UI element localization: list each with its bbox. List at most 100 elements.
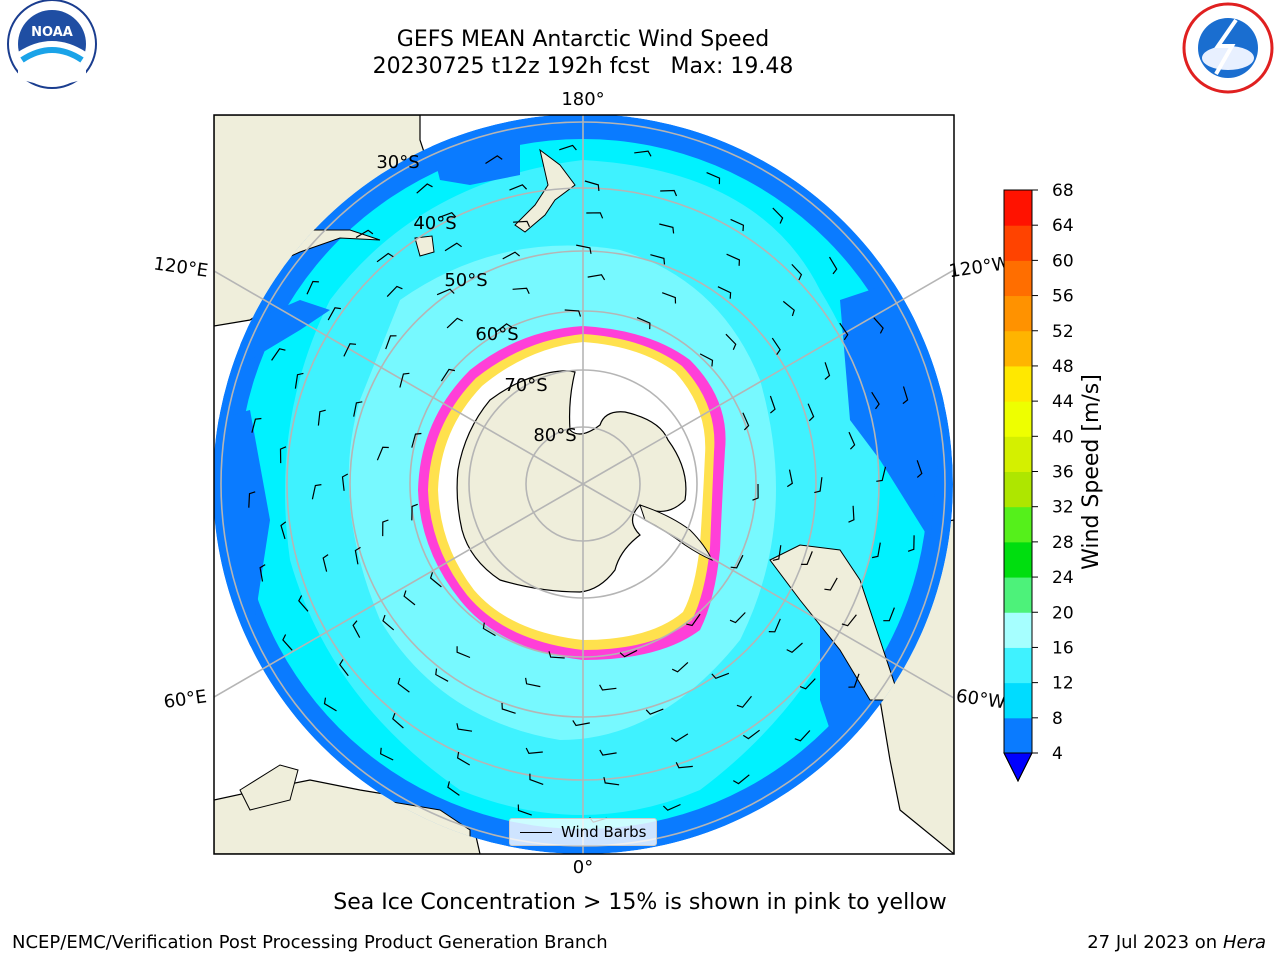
wind-barb xyxy=(529,773,544,785)
colorbar-segment xyxy=(1004,225,1032,261)
wind-barb xyxy=(699,353,714,367)
nws-logo xyxy=(1182,2,1274,94)
map-area xyxy=(214,115,954,854)
footer-credit: NCEP/EMC/Verification Post Processing Pr… xyxy=(12,932,608,953)
wind-barb xyxy=(509,184,528,191)
wind-barb xyxy=(742,412,750,431)
wind-barb xyxy=(873,317,884,334)
wind-barb xyxy=(416,183,433,194)
wind-barb xyxy=(828,256,838,275)
wind-barb xyxy=(769,395,776,414)
wind-barbs xyxy=(248,144,923,823)
wind-barb xyxy=(876,466,887,482)
wind-barb xyxy=(327,307,341,321)
colorbar-tick-label: 68 xyxy=(1052,181,1074,201)
wind-barb xyxy=(322,554,329,572)
wind-barb xyxy=(495,323,513,333)
wind-barb xyxy=(871,391,880,410)
noaa-logo: NOAA xyxy=(7,0,97,89)
wind-barb xyxy=(726,253,741,266)
wind-barb xyxy=(733,774,750,785)
wind-barb xyxy=(786,642,803,654)
wind-barb xyxy=(559,144,577,151)
colorbar-frame xyxy=(1003,189,1033,783)
wind-barb xyxy=(282,634,293,651)
chart-title: GEFS MEAN Antarctic Wind Speed xyxy=(396,27,770,52)
wind-barb xyxy=(482,622,496,637)
lat-label-30s: 30°S xyxy=(376,152,419,173)
wind-barb xyxy=(298,595,309,612)
wind-barb xyxy=(379,747,394,761)
colorbar-tick-label: 36 xyxy=(1052,463,1074,483)
wind-barb xyxy=(440,368,456,382)
wind-barb xyxy=(711,672,730,680)
wind-barb xyxy=(343,343,357,357)
wind-barb xyxy=(456,723,473,732)
colorbar-tick-label: 64 xyxy=(1052,216,1074,236)
caption: Sea Ice Concentration > 15% is shown in … xyxy=(333,890,947,915)
wind-barb xyxy=(883,607,895,622)
wind-barb xyxy=(742,729,760,740)
wind-barb xyxy=(772,545,782,561)
wind-barb xyxy=(444,242,462,252)
lon-label-0: 0° xyxy=(573,857,593,878)
wind-barb xyxy=(725,333,737,350)
map-legend: Wind Barbs xyxy=(509,818,657,846)
wind-barb xyxy=(548,651,565,659)
lat-label-80s: 80°S xyxy=(533,425,576,446)
colorbar-segment xyxy=(1004,612,1032,648)
wind-barb xyxy=(791,263,803,281)
graticule xyxy=(214,115,954,854)
wind-barb xyxy=(801,551,813,565)
wind-barb xyxy=(902,386,909,405)
wind-barb xyxy=(907,535,915,552)
wind-barb xyxy=(782,300,795,317)
wind-barb xyxy=(599,684,617,691)
wind-barb xyxy=(824,362,831,380)
wind-barb xyxy=(259,564,266,582)
wind-barb xyxy=(385,335,397,350)
wind-barb xyxy=(386,285,403,298)
wind-barb xyxy=(706,172,721,185)
antarctica-land xyxy=(456,370,687,593)
wind-barb xyxy=(306,280,319,295)
wind-barb xyxy=(799,678,816,690)
noaa-logo-text: NOAA xyxy=(31,25,73,40)
wind-barb xyxy=(397,677,410,693)
colorbar-tick-label: 28 xyxy=(1052,533,1074,553)
wind-barb xyxy=(584,180,600,191)
wind-barb xyxy=(354,546,361,565)
wind-barb xyxy=(587,274,606,281)
wind-barb xyxy=(730,554,744,569)
wind-barb xyxy=(717,286,732,299)
wind-barb xyxy=(661,292,677,304)
wind-barb xyxy=(772,207,784,224)
legend-line-icon xyxy=(520,832,552,833)
wind-barb xyxy=(456,751,471,766)
wind-barb xyxy=(251,417,262,433)
wind-barb xyxy=(662,803,681,811)
wind-barb xyxy=(645,708,664,715)
wind-barb xyxy=(447,781,460,796)
wind-barb xyxy=(294,372,304,389)
legend-label: Wind Barbs xyxy=(561,823,647,841)
wind-barb xyxy=(280,521,287,540)
colorbar-tick-label: 48 xyxy=(1052,357,1074,377)
colorbar-tick-label: 4 xyxy=(1052,744,1063,764)
wind-barb xyxy=(485,155,503,165)
wind-barb xyxy=(411,503,418,521)
wind-barb xyxy=(768,618,781,633)
colorbar-segment xyxy=(1004,295,1032,332)
wind-barb xyxy=(794,730,811,742)
wind-barb xyxy=(353,401,363,417)
tasmania-land xyxy=(414,235,435,257)
wind-barb xyxy=(341,473,349,491)
lat-label-60s: 60°S xyxy=(475,324,518,345)
wind-barb xyxy=(686,613,701,627)
wind-barb xyxy=(839,322,849,341)
wind-barb xyxy=(502,251,520,260)
colorbar-segment xyxy=(1004,436,1032,472)
wind-barb xyxy=(619,649,638,658)
